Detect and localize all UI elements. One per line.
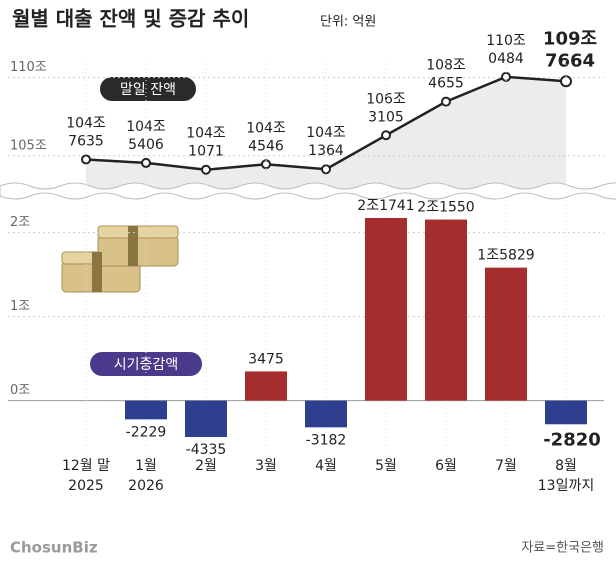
legend-box	[100, 77, 196, 101]
value-label: -2820	[543, 429, 601, 450]
bar	[425, 219, 467, 401]
value-label: 110조	[486, 33, 526, 49]
y-tick-label: 0조	[10, 383, 30, 398]
marker	[381, 130, 391, 141]
value-label: 2조1741	[357, 198, 414, 214]
value-label: 104조	[66, 115, 106, 131]
value-label: 4546	[248, 138, 284, 154]
x-tick-label: 12월 말	[62, 458, 110, 474]
value-label: 104조	[186, 126, 226, 142]
value-label: 0484	[488, 51, 524, 67]
x-tick-label: 7월	[495, 458, 517, 474]
y-tick-label: 2조	[10, 215, 30, 230]
title: 월별 대출 잔액 및 증감 추이	[12, 7, 249, 31]
value-label: -3182	[306, 432, 347, 448]
source: 자료=한국은행	[521, 540, 604, 556]
x-tick-label: 2월	[195, 458, 217, 474]
x-tick-label: 5월	[375, 458, 397, 474]
x-tick-label: 13일까지	[538, 478, 594, 494]
bar	[125, 400, 167, 420]
value-label: 1조5829	[477, 248, 534, 264]
x-tick-label: 2026	[128, 478, 164, 494]
value-label: 7635	[68, 133, 104, 149]
logo: ChosunBiz	[10, 539, 98, 557]
legend-label: 말일 잔액	[120, 82, 176, 98]
value-label: 2조1550	[417, 200, 474, 216]
marker	[321, 164, 331, 175]
bar	[365, 217, 407, 401]
bar	[545, 400, 587, 425]
y-tick-label: 1조	[10, 299, 30, 314]
x-tick-label: 2025	[68, 478, 104, 494]
value-label: -4335	[186, 442, 227, 458]
bar	[305, 400, 347, 428]
value-label: 108조	[426, 58, 466, 74]
value-label: 3105	[368, 109, 404, 125]
value-label: 7664	[545, 50, 595, 71]
value-label: 1071	[188, 144, 224, 160]
value-label: -2229	[126, 424, 167, 440]
unit: 단위: 억원	[320, 15, 376, 30]
money-icon	[61, 225, 179, 293]
marker	[141, 157, 151, 168]
x-tick-label: 4월	[315, 458, 337, 474]
x-tick-label: 6월	[435, 458, 457, 474]
value-label: 1364	[308, 143, 344, 159]
value-label: 106조	[366, 91, 406, 107]
x-tick-label: 3월	[255, 458, 277, 474]
axis-break	[0, 182, 616, 200]
marker	[441, 96, 451, 107]
marker	[81, 154, 91, 165]
value-label: 104조	[306, 125, 346, 141]
value-label: 3475	[248, 351, 284, 367]
value-label: 109조	[543, 28, 597, 49]
marker	[201, 164, 211, 175]
bar	[485, 267, 527, 401]
x-tick-label: 8월	[555, 458, 577, 474]
value-label: 4655	[428, 76, 464, 92]
y-tick-label: 105조	[10, 138, 47, 153]
bar	[185, 400, 227, 438]
bar	[245, 371, 287, 401]
value-label: 104조	[126, 119, 166, 135]
y-tick-label: 110조	[10, 60, 47, 75]
x-tick-label: 1월	[135, 458, 157, 474]
